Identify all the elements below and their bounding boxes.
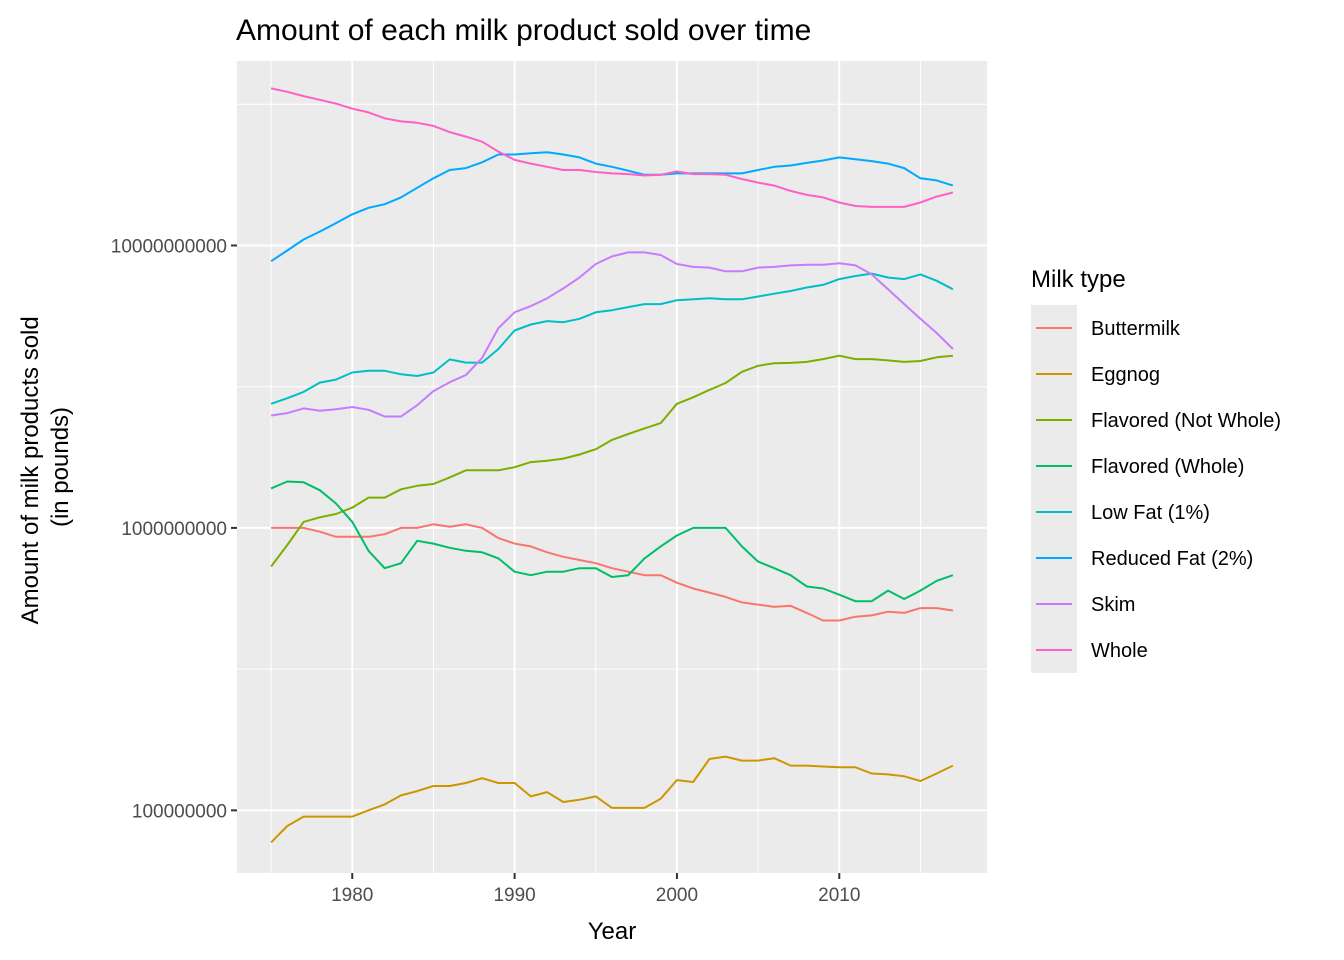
y-tick-label: 100000000 — [132, 801, 227, 822]
x-tick-label: 2000 — [656, 885, 698, 906]
plot-panel — [237, 61, 987, 873]
chart-title: Amount of each milk product sold over ti… — [236, 14, 811, 47]
legend-label-low-fat-1: Low Fat (1%) — [1091, 502, 1210, 524]
legend-title: Milk type — [1031, 266, 1126, 293]
y-axis: 100000000 1000000000 10000000000 — [111, 236, 237, 822]
minor-gridlines — [237, 61, 987, 873]
legend-label-skim: Skim — [1091, 594, 1135, 616]
legend-label-buttermilk: Buttermilk — [1091, 318, 1181, 340]
series-lines — [270, 87, 954, 844]
legend: Milk type Buttermilk Eggnog Flavored (Not … — [1031, 266, 1281, 673]
legend-label-flavored-whole: Flavored (Whole) — [1091, 456, 1244, 478]
legend-keys-background — [1031, 305, 1077, 673]
y-axis-title-line-1: Amount of milk products sold — [17, 316, 44, 624]
major-gridlines — [237, 61, 987, 873]
x-axis-title: Year — [588, 918, 637, 945]
series-line-skim — [270, 251, 954, 418]
y-tick-label: 10000000000 — [111, 236, 227, 257]
series-line-eggnog — [270, 755, 954, 844]
series-line-flavored-not-whole — [270, 354, 953, 568]
x-tick-label: 2010 — [818, 885, 860, 906]
legend-label-flavored-not-whole: Flavored (Not Whole) — [1091, 410, 1281, 432]
legend-items: Buttermilk Eggnog Flavored (Not Whole) Flav… — [1036, 318, 1281, 662]
series-line-flavored-whole — [270, 480, 954, 603]
legend-label-eggnog: Eggnog — [1091, 364, 1160, 386]
x-axis: 1980 1990 2000 2010 — [331, 873, 860, 906]
series-line-low-fat-1 — [270, 272, 954, 405]
x-tick-label: 1980 — [331, 885, 373, 906]
y-axis-title: Amount of milk products sold (in pounds) — [17, 310, 74, 625]
series-line-buttermilk — [271, 523, 954, 622]
y-axis-title-line-2: (in pounds) — [47, 407, 74, 527]
series-line-whole — [270, 87, 954, 208]
legend-label-whole: Whole — [1091, 640, 1148, 662]
y-tick-label: 1000000000 — [121, 519, 227, 540]
series-line-reduced-fat-2 — [270, 151, 954, 263]
x-tick-label: 1990 — [493, 885, 535, 906]
legend-label-reduced-fat-2: Reduced Fat (2%) — [1091, 548, 1253, 570]
